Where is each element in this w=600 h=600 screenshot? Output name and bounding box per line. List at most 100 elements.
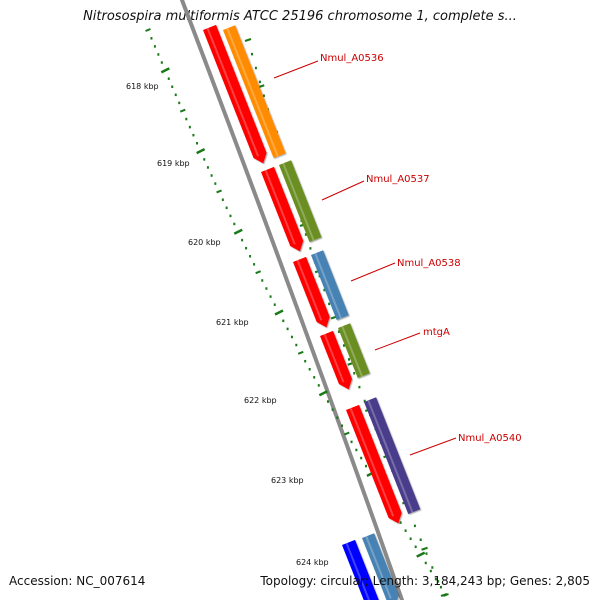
cds-arrow — [342, 539, 379, 600]
tick-dot — [414, 545, 417, 549]
tick-dot — [233, 222, 236, 226]
tick-dot — [317, 384, 320, 387]
tick-label: 618 kbp — [126, 82, 159, 91]
right-tick-dot — [309, 247, 312, 250]
tick-dot — [269, 295, 272, 298]
tick-dot — [253, 263, 256, 266]
major-tick — [274, 309, 284, 316]
gene-bar-highlight — [367, 399, 414, 513]
gene-bar — [362, 533, 399, 600]
tick-dot — [221, 198, 224, 201]
right-tick-dot — [437, 580, 440, 583]
major-tick — [233, 228, 243, 235]
gene-label: Nmul_A0537 — [366, 174, 430, 185]
tick-dot — [409, 537, 412, 540]
right-tick-dot — [353, 372, 356, 375]
gene-bar-highlight — [341, 325, 363, 377]
gene-bar-highlight — [226, 27, 279, 157]
tick-dot — [225, 206, 228, 210]
right-tick-dot — [425, 552, 428, 555]
cds-arrow — [203, 24, 267, 164]
tick-dot — [203, 158, 206, 161]
right-tick — [244, 37, 252, 43]
tick-label: 620 kbp — [188, 238, 221, 247]
tick-dot — [360, 456, 363, 460]
right-tick-dot — [304, 233, 307, 236]
gene-label-leader — [409, 437, 457, 456]
tick-label: 624 kbp — [296, 558, 329, 567]
tick-dot — [160, 61, 163, 64]
tick-dot — [336, 416, 339, 419]
tick-dot — [304, 359, 307, 363]
minor-tick — [145, 28, 151, 32]
minor-tick — [297, 350, 304, 355]
tick-dot — [192, 133, 195, 137]
right-tick-dot — [250, 52, 253, 56]
tick-label: 623 kbp — [271, 476, 304, 485]
tick-dot — [295, 343, 298, 347]
tick-dot — [350, 440, 353, 444]
minor-tick — [255, 270, 262, 275]
right-tick-dot — [258, 80, 261, 84]
tick-dot — [355, 448, 358, 452]
tick-dot — [249, 255, 252, 258]
accession-text: Accession: NC_007614 — [9, 574, 146, 588]
topology-summary: Topology: circular; Length: 3,184,243 bp… — [260, 574, 590, 588]
tick-dot — [210, 174, 213, 177]
tick-dot — [341, 424, 344, 427]
gene-label: mtgA — [423, 327, 450, 338]
tick-dot — [206, 166, 209, 169]
tick-dot — [188, 125, 191, 129]
tick-dot — [229, 214, 232, 218]
cds-arrow — [346, 404, 402, 524]
tick-dot — [331, 408, 334, 411]
gene-label: Nmul_A0538 — [397, 258, 461, 269]
gene-bar-highlight — [282, 162, 315, 241]
tick-dot — [178, 101, 181, 105]
tick-dot — [150, 37, 153, 40]
tick-dot — [171, 85, 174, 88]
right-tick-dot — [419, 538, 422, 541]
right-tick — [440, 592, 448, 598]
tick-dot — [214, 182, 217, 185]
gene-bar — [364, 397, 421, 514]
tick-dot — [286, 327, 289, 331]
tick-label: 619 kbp — [157, 159, 190, 168]
chromosome-backbone — [180, 0, 404, 600]
right-tick-dot — [363, 399, 366, 403]
tick-label: 622 kbp — [244, 396, 277, 405]
tick-dot — [185, 117, 188, 121]
tick-dot — [167, 77, 170, 80]
tick-dot — [157, 53, 160, 56]
gene-bar — [279, 160, 322, 242]
tick-dot — [245, 246, 248, 250]
cds-arrow-highlight — [323, 333, 345, 383]
major-tick — [160, 67, 170, 74]
right-tick-dot — [431, 566, 434, 569]
right-tick-dot — [413, 524, 416, 528]
tick-dot — [282, 319, 285, 323]
tick-dot — [313, 376, 316, 379]
cds-arrow-highlight — [349, 407, 395, 517]
right-tick-dot — [348, 358, 351, 361]
tick-dot — [429, 569, 432, 573]
tick-dot — [265, 287, 268, 290]
tick-dot — [404, 529, 407, 532]
cds-arrow — [261, 166, 304, 252]
cds-arrow-highlight — [296, 259, 323, 321]
minor-tick — [343, 431, 350, 436]
gene-label: Nmul_A0540 — [458, 433, 522, 444]
gene-label: Nmul_A0536 — [320, 53, 384, 64]
tick-dot — [434, 577, 437, 581]
gene-label-leader — [273, 60, 319, 79]
minor-tick — [179, 108, 186, 113]
cds-arrow-highlight — [206, 27, 260, 157]
major-tick — [196, 147, 206, 155]
gene-bar-highlight — [365, 535, 392, 599]
gene-bar — [223, 25, 286, 158]
gene-labels: Nmul_A0536 Nmul_A0537 Nmul_A0538 mtgA Nmul_A… — [273, 53, 522, 456]
right-tick-dot — [262, 94, 265, 97]
tick-dot — [365, 464, 368, 468]
